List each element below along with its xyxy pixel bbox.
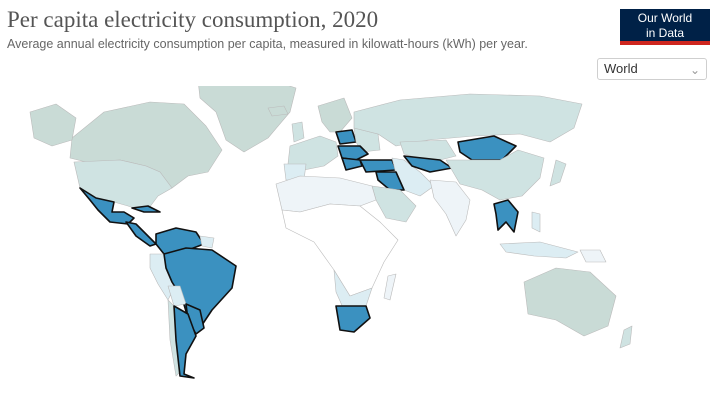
country-uzbekistan-kyrgyzstan[interactable] (403, 155, 453, 173)
country-argentina[interactable] (173, 305, 197, 379)
logo-line-1: Our World (637, 11, 693, 25)
country-cuba[interactable] (131, 205, 161, 213)
country-southeast-asia[interactable] (493, 199, 519, 233)
country-poland[interactable] (335, 129, 357, 145)
country-hungary-romania[interactable] (337, 145, 369, 161)
country-uk[interactable] (291, 121, 305, 143)
chart-title: Per capita electricity consumption, 2020 (7, 7, 379, 32)
region-selector[interactable]: World ⌄ (597, 58, 707, 80)
country-australia[interactable] (523, 267, 617, 337)
logo-line-2: in Data (645, 26, 685, 40)
country-russia[interactable] (353, 93, 583, 147)
country-south-africa[interactable] (335, 305, 371, 333)
country-mexico[interactable] (79, 187, 135, 225)
country-alaska[interactable] (29, 103, 77, 147)
chevron-down-icon: ⌄ (689, 63, 700, 77)
country-madagascar[interactable] (383, 273, 397, 301)
country-guianas[interactable] (199, 235, 215, 249)
country-greenland[interactable] (198, 86, 297, 153)
country-scandinavia[interactable] (317, 97, 353, 133)
country-brazil[interactable] (163, 247, 237, 329)
country-new-zealand[interactable] (619, 325, 633, 349)
country-indonesia[interactable] (499, 241, 579, 259)
country-sub-saharan-africa[interactable] (281, 203, 399, 297)
country-balkans[interactable] (341, 157, 363, 171)
world-map[interactable] (0, 86, 719, 411)
country-iceland[interactable] (267, 105, 289, 117)
country-japan[interactable] (549, 159, 567, 187)
country-papua-new-guinea[interactable] (579, 249, 607, 263)
region-selector-value: World (604, 61, 638, 76)
owid-logo[interactable]: Our World in Data (620, 9, 710, 45)
country-philippines[interactable] (531, 211, 541, 233)
country-india[interactable] (429, 179, 471, 237)
chart-subtitle: Average annual electricity consumption p… (7, 37, 528, 51)
country-turkey[interactable] (359, 159, 397, 173)
country-central-america[interactable] (125, 221, 157, 247)
country-china[interactable] (445, 149, 545, 201)
